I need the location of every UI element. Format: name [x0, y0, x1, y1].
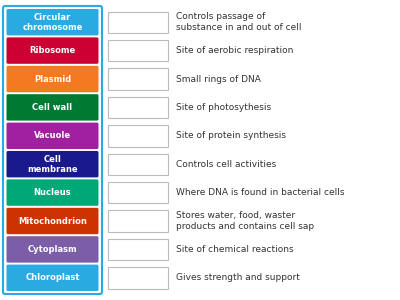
Text: Site of aerobic respiration: Site of aerobic respiration [176, 46, 293, 55]
Text: Stores water, food, waster
products and contains cell sap: Stores water, food, waster products and … [176, 211, 314, 231]
Bar [108, 267, 168, 289]
Bar [108, 154, 168, 175]
Text: Vacuole: Vacuole [34, 131, 71, 140]
Bar [108, 182, 168, 203]
Text: Circular
chromosome: Circular chromosome [22, 13, 83, 32]
FancyBboxPatch shape [6, 151, 98, 177]
Text: Chloroplast: Chloroplast [25, 273, 80, 282]
Bar [108, 125, 168, 146]
Text: Gives strength and support: Gives strength and support [176, 273, 300, 282]
Text: Plasmid: Plasmid [34, 74, 71, 83]
Text: Cell
membrane: Cell membrane [27, 154, 78, 174]
FancyBboxPatch shape [6, 38, 98, 64]
FancyBboxPatch shape [6, 179, 98, 206]
Bar [108, 97, 168, 118]
Text: Small rings of DNA: Small rings of DNA [176, 74, 261, 83]
Text: Nucleus: Nucleus [34, 188, 71, 197]
Bar [108, 68, 168, 90]
Text: Where DNA is found in bacterial cells: Where DNA is found in bacterial cells [176, 188, 344, 197]
Text: Ribosome: Ribosome [29, 46, 76, 55]
Text: Cytoplasm: Cytoplasm [28, 245, 77, 254]
Bar [108, 210, 168, 232]
FancyBboxPatch shape [6, 265, 98, 291]
Text: Controls cell activities: Controls cell activities [176, 160, 276, 169]
FancyBboxPatch shape [6, 236, 98, 262]
Bar [108, 11, 168, 33]
Text: Controls passage of
substance in and out of cell: Controls passage of substance in and out… [176, 12, 302, 32]
FancyBboxPatch shape [6, 123, 98, 149]
Text: Site of photosythesis: Site of photosythesis [176, 103, 271, 112]
Bar [108, 239, 168, 260]
FancyBboxPatch shape [6, 9, 98, 35]
FancyBboxPatch shape [6, 66, 98, 92]
Bar [108, 40, 168, 61]
Text: Site of protein synthesis: Site of protein synthesis [176, 131, 286, 140]
FancyBboxPatch shape [6, 94, 98, 121]
Text: Mitochondrion: Mitochondrion [18, 217, 87, 226]
Text: Site of chemical reactions: Site of chemical reactions [176, 245, 294, 254]
Text: Cell wall: Cell wall [32, 103, 72, 112]
FancyBboxPatch shape [6, 208, 98, 234]
